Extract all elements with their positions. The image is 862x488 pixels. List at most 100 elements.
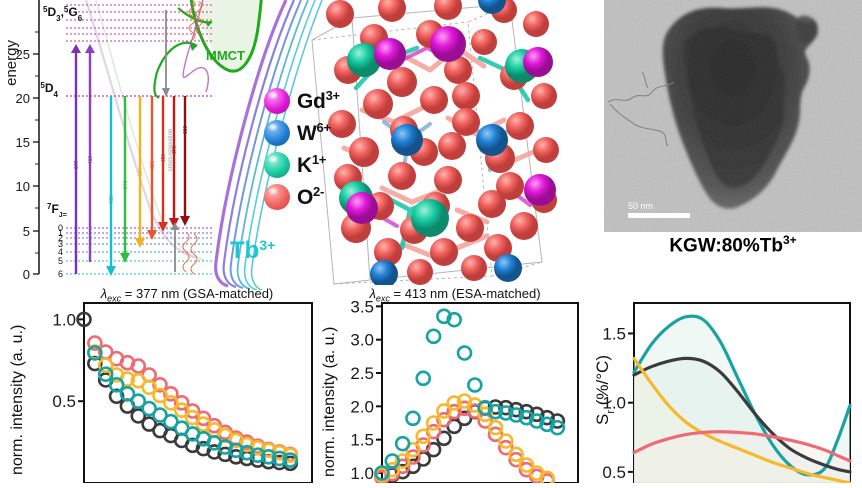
plotA-title-text: = 377 nm (GSA-matched) (124, 286, 274, 301)
legend-symbol-O: O (297, 186, 314, 209)
legend-ball-W (264, 120, 290, 146)
cross-relaxation-label: cross-relaxation (168, 129, 174, 171)
ct-curve (182, 0, 210, 93)
arrow-label-650: 650 (161, 154, 167, 163)
arrow-label-584: 584 (138, 168, 144, 177)
energy-tick-25: 25 (16, 47, 30, 62)
plotB-svg: norm. intensity (a. u.) 1.0 1.5 2.0 2.5 3.0 3… (321, 297, 579, 488)
excitation-arrows: 377 413 (71, 44, 95, 274)
plot-gsa-matched: norm. intensity (a. u.) 0.5 1.0 (0, 295, 320, 484)
svg-text:6: 6 (58, 269, 63, 279)
energy-tick-15: 15 (16, 135, 30, 150)
mmct-fill (197, 0, 262, 71)
legend-item-O: O2- (264, 184, 324, 210)
legend-symbol-K: K (297, 154, 312, 177)
energy-tick-5: 5 (23, 224, 30, 239)
legend-charge-Gd: 3+ (325, 88, 341, 103)
energy-tick-20: 20 (16, 91, 30, 106)
mmct-arrowhead-mid (190, 44, 197, 51)
plotA-yticks: 0.5 1.0 (52, 310, 84, 411)
svg-text:0.5: 0.5 (602, 463, 626, 482)
svg-text:2.5: 2.5 (350, 364, 374, 383)
plot-relative-sensitivity: Sr (%/°C) 0.5 1.0 1.5 (592, 295, 862, 485)
cross-relaxation-arrows: cross-relaxation (162, 10, 179, 272)
energy-axis-ticks (33, 31, 39, 275)
legend-item-W: W6+ (264, 120, 331, 146)
arrow-label-680: 680 (183, 126, 189, 135)
mmct-label: MMCT (206, 48, 245, 63)
oxygen-atoms (326, 0, 559, 285)
energy-tick-10: 10 (16, 179, 30, 194)
legend-label-O: O2- (297, 184, 324, 210)
faint-curve-2 (95, 0, 205, 261)
crystal-svg (311, 0, 559, 288)
plotA-svg: norm. intensity (a. u.) 0.5 1.0 (9, 302, 313, 484)
tem-svg (604, 0, 862, 232)
legend-symbol-Gd: Gd (297, 90, 326, 113)
legend-ball-Gd (264, 88, 290, 114)
plotC-ylabel: Sr (%/°C) (593, 355, 617, 425)
arrow-label-415: 415 (109, 196, 115, 205)
plotB-title: λexc = 413 nm (ESA-matched) (369, 286, 541, 304)
phonon-coils (182, 0, 203, 275)
gadolinium-atoms (346, 26, 556, 224)
tem-filament (607, 71, 675, 147)
legend-symbol-W: W (297, 122, 317, 145)
legend-label-W: W6+ (297, 120, 331, 146)
legend-item-K: K1+ (264, 152, 326, 178)
legend-ball-K (264, 152, 290, 178)
svg-text:1.0: 1.0 (350, 464, 374, 483)
svg-text:1.5: 1.5 (350, 431, 374, 450)
mmct-arrow-down (153, 71, 160, 99)
plotA-data (76, 311, 299, 472)
tem-scale-bar (628, 213, 690, 218)
plotC-ylabel-unit: (%/°C) (593, 355, 612, 410)
level-label-5D4: 5D4 (40, 81, 58, 99)
svg-text:2: 2 (58, 233, 63, 243)
svg-text:4: 4 (58, 247, 63, 257)
jablonski-svg: 0 5 10 15 20 25 energy 5D3,5G6 5D4 (3, 0, 323, 292)
svg-text:3: 3 (58, 239, 63, 249)
jablonski-diagram-panel: 0 5 10 15 20 25 energy 5D3,5G6 5D4 (0, 0, 332, 292)
emission-arrows: 415 546 584 621 650 670 680 (106, 96, 190, 276)
legend-label-K: K1+ (297, 152, 326, 178)
plotC-ylabel-sub: r (605, 410, 617, 414)
tem-image-panel: 50 nm (604, 0, 862, 232)
svg-text:2.0: 2.0 (350, 397, 374, 416)
svg-text:3.0: 3.0 (350, 331, 374, 350)
tem-micrograph: 50 nm (604, 0, 862, 232)
tungsten-atoms (370, 0, 522, 288)
plotB-title-text: = 413 nm (ESA-matched) (393, 286, 541, 301)
arrow-label-413: 413 (88, 156, 94, 165)
svg-text:5: 5 (58, 256, 63, 266)
tem-caption: KGW:80%Tb3+ (604, 233, 862, 257)
level-label-7FJ: 7FJ= (47, 202, 67, 219)
svg-text:0: 0 (58, 223, 63, 233)
tem-caption-main: KGW:80%Tb (669, 235, 783, 257)
energy-axis-label: energy (3, 40, 20, 86)
legend-charge-K: 1+ (311, 152, 327, 167)
svg-text:1: 1 (58, 228, 63, 238)
plotA-title: λexc = 377 nm (GSA-matched) (100, 286, 274, 304)
plotB-ylabel: norm. intensity (a. u.) (321, 327, 338, 477)
arrow-label-377: 377 (74, 161, 80, 170)
crystal-structure-panel: Gd3+ W6+ K1+ O2- (252, 0, 602, 288)
upper-levels (66, 4, 212, 42)
svg-text:1.5: 1.5 (602, 324, 626, 343)
mmct-arrow-mid (155, 41, 198, 73)
mmct-arrowhead-top (205, 21, 212, 27)
level-label-5D3-5G6: 5D3,5G6 (43, 5, 83, 23)
legend-ball-O (264, 184, 290, 210)
tem-scale-label: 50 nm (628, 201, 654, 211)
arrow-label-621: 621 (150, 161, 156, 170)
plotB-yticks: 1.0 1.5 2.0 2.5 3.0 3.5 (350, 297, 382, 483)
energy-tick-0: 0 (23, 267, 30, 282)
legend-charge-O: 2- (313, 184, 325, 199)
plot-esa-matched: norm. intensity (a. u.) 1.0 1.5 2.0 2.5 3.0 3… (320, 295, 600, 488)
tem-caption-sup: 3+ (782, 233, 797, 247)
svg-text:3.5: 3.5 (350, 297, 374, 316)
plotC-svg: Sr (%/°C) 0.5 1.0 1.5 (593, 302, 852, 485)
plotC-ylabel-main: S (593, 414, 612, 425)
plotA-ylabel: norm. intensity (a. u.) (9, 325, 26, 475)
